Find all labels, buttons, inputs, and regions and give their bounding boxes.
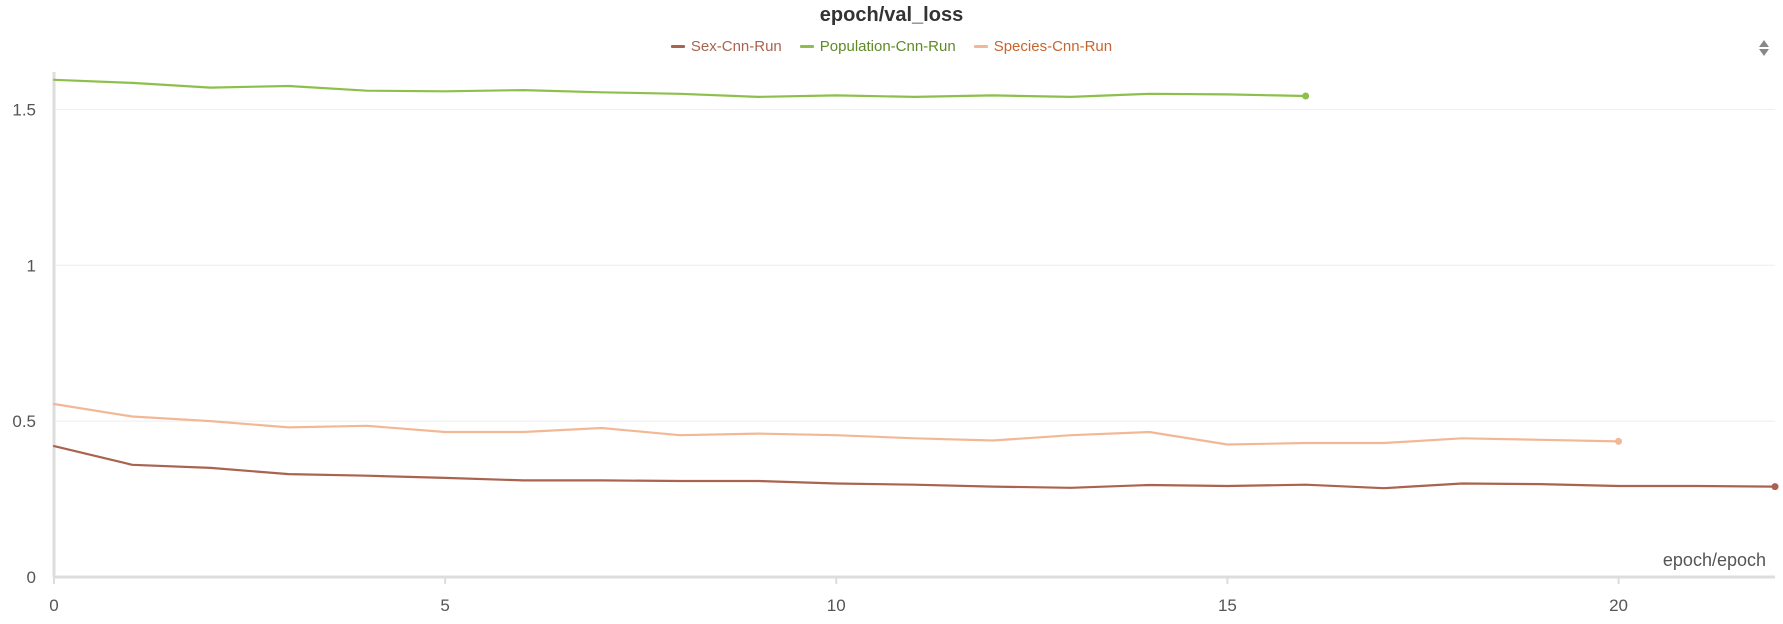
legend-item-sex-cnn-run[interactable]: Sex-Cnn-Run xyxy=(670,38,782,55)
y-tick-label: 1 xyxy=(27,256,36,275)
legend-swatch xyxy=(670,45,685,48)
series-line-population-cnn-run xyxy=(52,78,1307,99)
series-line-species-cnn-run xyxy=(52,402,1620,446)
legend-item-population-cnn-run[interactable]: Population-Cnn-Run xyxy=(799,38,956,55)
series-end-point-species-cnn-run xyxy=(1615,437,1623,445)
y-tick-label: 1.5 xyxy=(12,100,36,119)
x-tick-label: 5 xyxy=(440,596,449,615)
series-end-point-population-cnn-run xyxy=(1302,92,1310,100)
legend-item-species-cnn-run[interactable]: Species-Cnn-Run xyxy=(973,38,1113,55)
axis-layer: 0 0.5 1 1.5 0 5 10 15 20 xyxy=(12,72,1775,615)
x-tick-label: 15 xyxy=(1218,596,1237,615)
grid-layer xyxy=(54,108,1775,422)
x-tick-label: 20 xyxy=(1609,596,1628,615)
legend-label: Species-Cnn-Run xyxy=(993,38,1113,55)
chart-title: epoch/val_loss xyxy=(819,4,964,26)
legend: Sex-Cnn-Run Population-Cnn-Run Species-C… xyxy=(0,38,1783,55)
x-tick-label: 10 xyxy=(827,596,846,615)
legend-swatch xyxy=(973,45,988,48)
x-tick-label: 0 xyxy=(49,596,58,615)
series-layer xyxy=(52,78,1779,491)
y-tick-label: 0 xyxy=(27,568,36,587)
legend-swatch xyxy=(799,45,814,48)
series-line-sex-cnn-run xyxy=(52,445,1777,490)
y-tick-label: 0.5 xyxy=(12,412,36,431)
legend-label: Population-Cnn-Run xyxy=(819,38,956,55)
up-down-arrows-icon[interactable] xyxy=(1759,40,1769,56)
x-axis-title: epoch/epoch xyxy=(1663,550,1766,570)
legend-label: Sex-Cnn-Run xyxy=(690,38,782,55)
series-end-point-sex-cnn-run xyxy=(1771,483,1779,491)
